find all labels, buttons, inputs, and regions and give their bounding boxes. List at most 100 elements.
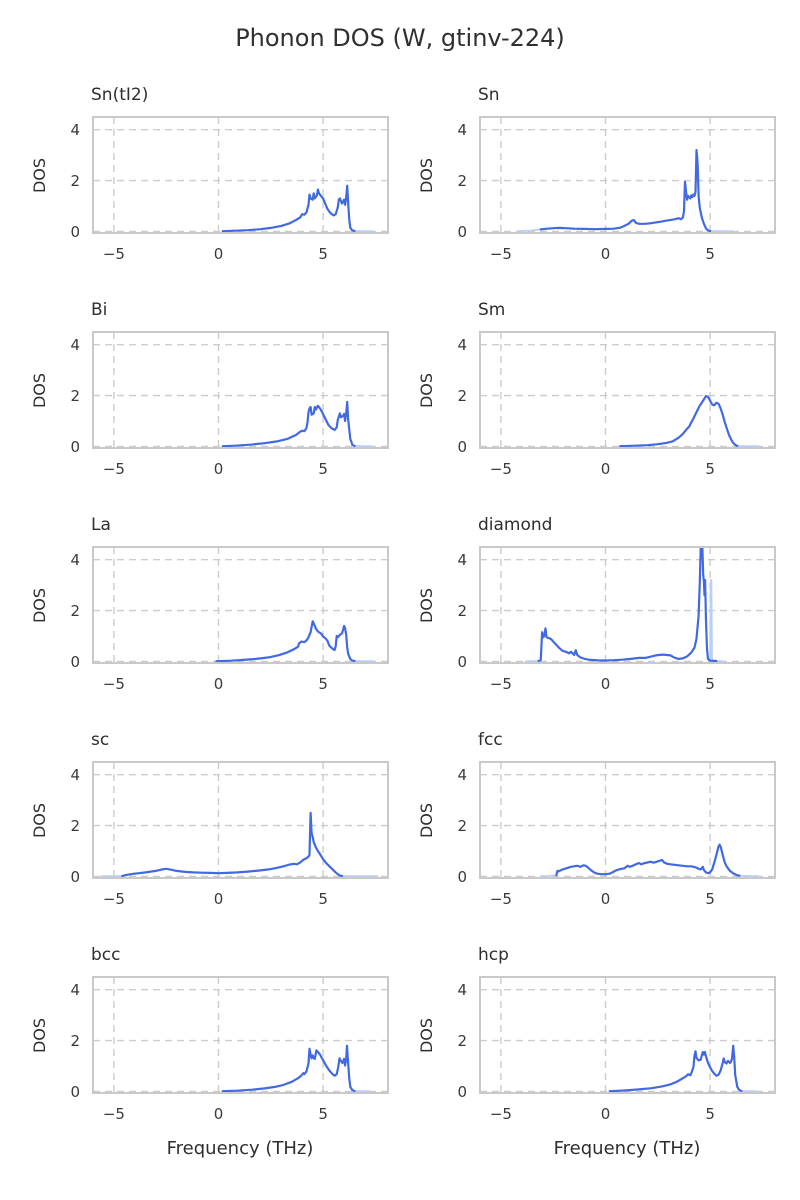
svg-text:0: 0 (457, 438, 467, 456)
subplot-sn: Sn DOS −5 0 5 0 2 4 (418, 85, 776, 263)
x-axis-label: Frequency (THz) (553, 1138, 701, 1159)
svg-text:−5: −5 (490, 1105, 512, 1123)
dos-plot: −5 0 5 0 2 4 (70, 761, 389, 908)
svg-text:5: 5 (318, 460, 328, 478)
subplot-title: Sn(tI2) (91, 85, 149, 105)
svg-text:5: 5 (318, 675, 328, 693)
svg-text:−5: −5 (490, 245, 512, 263)
subplot-title: diamond (478, 515, 553, 535)
svg-text:0: 0 (601, 890, 611, 908)
svg-text:0: 0 (601, 460, 611, 478)
svg-text:4: 4 (70, 981, 80, 999)
subplot-title: sc (91, 730, 110, 750)
dos-plot: −5 0 5 0 2 4 (70, 976, 389, 1123)
svg-text:4: 4 (457, 551, 467, 569)
svg-text:2: 2 (70, 817, 80, 835)
subplot-title: La (91, 515, 111, 535)
svg-text:2: 2 (457, 1032, 467, 1050)
svg-text:4: 4 (70, 121, 80, 139)
svg-text:5: 5 (318, 245, 328, 263)
svg-text:−5: −5 (490, 460, 512, 478)
dos-plot: −5 0 5 0 2 4 (457, 116, 776, 263)
svg-text:2: 2 (457, 387, 467, 405)
svg-text:0: 0 (457, 223, 467, 241)
svg-text:5: 5 (318, 1105, 328, 1123)
svg-text:4: 4 (70, 336, 80, 354)
svg-text:−5: −5 (103, 675, 125, 693)
dos-plot: −5 0 5 0 2 4 (70, 546, 389, 693)
dos-plot: −5 0 5 0 2 4 (457, 761, 776, 908)
svg-text:2: 2 (457, 172, 467, 190)
svg-text:5: 5 (705, 245, 715, 263)
y-axis-label: DOS (417, 1017, 437, 1053)
svg-text:0: 0 (214, 460, 224, 478)
dos-plot: −5 0 5 0 2 4 (70, 116, 389, 263)
svg-text:5: 5 (705, 460, 715, 478)
svg-text:0: 0 (457, 868, 467, 886)
svg-text:5: 5 (705, 890, 715, 908)
svg-text:0: 0 (601, 245, 611, 263)
subplot-sm: Sm DOS −5 0 5 0 2 4 (418, 300, 776, 478)
svg-text:4: 4 (457, 981, 467, 999)
y-axis-label: DOS (30, 802, 50, 838)
svg-text:2: 2 (457, 817, 467, 835)
svg-text:4: 4 (70, 551, 80, 569)
svg-text:−5: −5 (490, 890, 512, 908)
svg-text:5: 5 (705, 1105, 715, 1123)
svg-text:2: 2 (457, 602, 467, 620)
svg-text:−5: −5 (490, 675, 512, 693)
subplot-sn-ti2: Sn(tI2) DOS −5 0 5 0 2 4 (31, 85, 389, 263)
subplot-title: Sm (478, 300, 506, 320)
svg-text:4: 4 (70, 766, 80, 784)
subplot-title: Sn (478, 85, 500, 105)
svg-text:5: 5 (318, 890, 328, 908)
y-axis-label: DOS (417, 157, 437, 193)
svg-text:0: 0 (457, 1083, 467, 1101)
svg-text:0: 0 (214, 1105, 224, 1123)
svg-text:0: 0 (457, 653, 467, 671)
subplot-bi: Bi DOS −5 0 5 0 2 4 (31, 300, 389, 478)
dos-plot: −5 0 5 0 2 4 (457, 976, 776, 1123)
svg-text:5: 5 (705, 675, 715, 693)
svg-text:0: 0 (601, 675, 611, 693)
svg-text:2: 2 (70, 1032, 80, 1050)
y-axis-label: DOS (30, 372, 50, 408)
dos-plot: −5 0 5 0 2 4 (457, 546, 776, 693)
subplot-sc: sc DOS −5 0 5 0 2 4 (31, 730, 389, 908)
svg-text:−5: −5 (103, 245, 125, 263)
dos-plot: −5 0 5 0 2 4 (457, 331, 776, 478)
y-axis-label: DOS (30, 1017, 50, 1053)
svg-text:2: 2 (70, 602, 80, 620)
subplot-title: hcp (478, 945, 509, 965)
y-axis-label: DOS (417, 372, 437, 408)
y-axis-label: DOS (30, 587, 50, 623)
svg-text:0: 0 (214, 245, 224, 263)
svg-text:2: 2 (70, 172, 80, 190)
subplot-la: La DOS −5 0 5 0 2 4 (31, 515, 389, 693)
subplot-fcc: fcc DOS −5 0 5 0 2 4 (418, 730, 776, 908)
y-axis-label: DOS (417, 587, 437, 623)
svg-text:2: 2 (70, 387, 80, 405)
subplot-hcp: hcp DOS −5 0 5 0 2 4 (418, 945, 776, 1123)
svg-text:0: 0 (70, 223, 80, 241)
figure-title: Phonon DOS (W, gtinv-224) (235, 24, 565, 52)
svg-text:0: 0 (70, 653, 80, 671)
x-axis-label: Frequency (THz) (166, 1138, 314, 1159)
svg-text:4: 4 (457, 336, 467, 354)
svg-text:0: 0 (214, 890, 224, 908)
svg-text:4: 4 (457, 121, 467, 139)
subplot-title: fcc (478, 730, 503, 750)
svg-text:0: 0 (70, 438, 80, 456)
subplot-title: bcc (91, 945, 121, 965)
y-axis-label: DOS (30, 157, 50, 193)
subplot-bcc: bcc DOS −5 0 5 0 2 4 (31, 945, 389, 1123)
dos-plot: −5 0 5 0 2 4 (70, 331, 389, 478)
svg-text:0: 0 (70, 1083, 80, 1101)
svg-text:0: 0 (214, 675, 224, 693)
subplot-title: Bi (91, 300, 108, 320)
y-axis-label: DOS (417, 802, 437, 838)
svg-text:0: 0 (70, 868, 80, 886)
svg-text:−5: −5 (103, 890, 125, 908)
svg-text:0: 0 (601, 1105, 611, 1123)
